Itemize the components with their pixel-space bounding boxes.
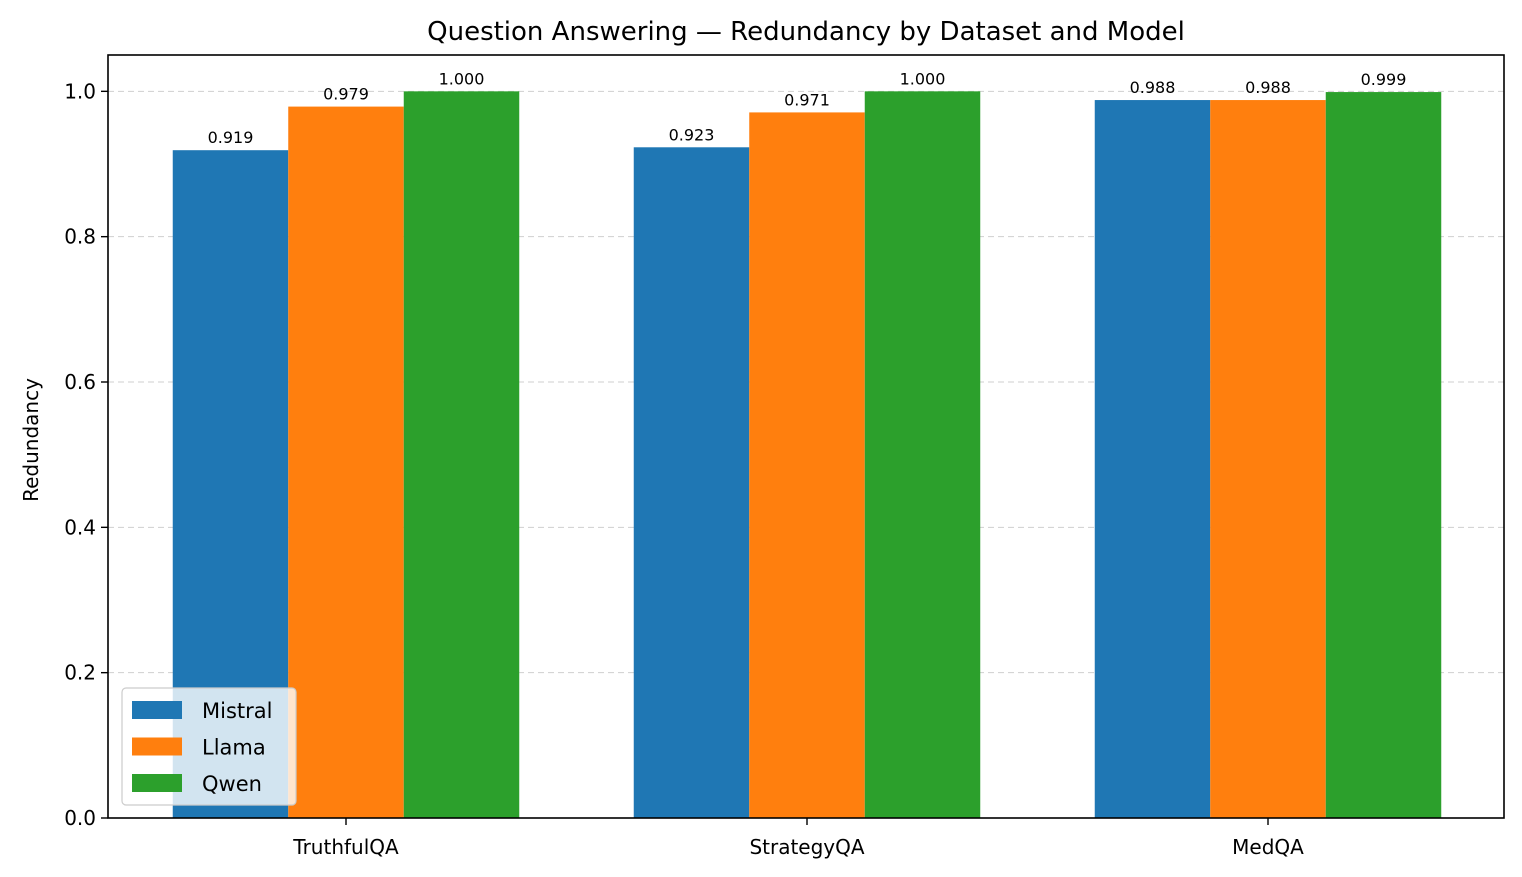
bar-qwen-truthfulqa — [403, 91, 520, 819]
legend-swatch-mistral — [132, 701, 182, 719]
data-label: 1.000 — [439, 69, 485, 88]
y-axis-ticks: 0.0 0.2 0.4 0.6 0.8 1.0 — [64, 79, 108, 830]
chart-title: Question Answering — Redundancy by Datas… — [427, 17, 1185, 47]
bar-mistral-strategyqa — [633, 147, 750, 818]
bar-llama-truthfulqa — [288, 106, 404, 819]
legend-label-qwen: Qwen — [202, 772, 262, 796]
x-axis-ticks: TruthfulQA StrategyQA MedQA — [292, 818, 1304, 859]
data-label: 1.000 — [900, 69, 946, 88]
legend: Mistral Llama Qwen — [121, 687, 297, 806]
y-tick-label: 0.4 — [64, 515, 96, 539]
bar-qwen-strategyqa — [864, 91, 981, 819]
y-tick-label: 0.8 — [64, 225, 96, 249]
bars — [172, 91, 1442, 819]
data-label: 0.919 — [208, 128, 254, 147]
legend-swatch-qwen — [132, 774, 182, 792]
data-labels: 0.919 0.979 1.000 0.923 0.971 1.000 0.988 0.988… — [208, 69, 1407, 147]
data-label: 0.988 — [1245, 78, 1291, 97]
x-tick-label: StrategyQA — [749, 835, 864, 859]
bar-llama-strategyqa — [749, 112, 865, 818]
data-label: 0.971 — [784, 90, 830, 109]
legend-label-mistral: Mistral — [202, 699, 272, 723]
bar-llama-medqa — [1210, 100, 1326, 818]
y-axis-label: Redundancy — [19, 378, 43, 502]
data-label: 0.988 — [1130, 78, 1176, 97]
y-tick-label: 1.0 — [64, 79, 96, 103]
legend-label-llama: Llama — [202, 736, 266, 760]
legend-swatch-llama — [132, 737, 182, 756]
y-tick-label: 0.2 — [64, 661, 96, 685]
data-label: 0.979 — [323, 85, 369, 104]
y-tick-label: 0.6 — [64, 370, 96, 394]
plot-frame — [107, 54, 1505, 819]
x-tick-label: TruthfulQA — [292, 835, 399, 859]
bar-mistral-medqa — [1094, 100, 1211, 818]
data-label: 0.923 — [669, 125, 715, 144]
y-tick-label: 0.0 — [64, 806, 96, 830]
data-label: 0.999 — [1361, 70, 1407, 89]
bar-qwen-medqa — [1325, 92, 1442, 818]
x-tick-label: MedQA — [1232, 835, 1304, 859]
